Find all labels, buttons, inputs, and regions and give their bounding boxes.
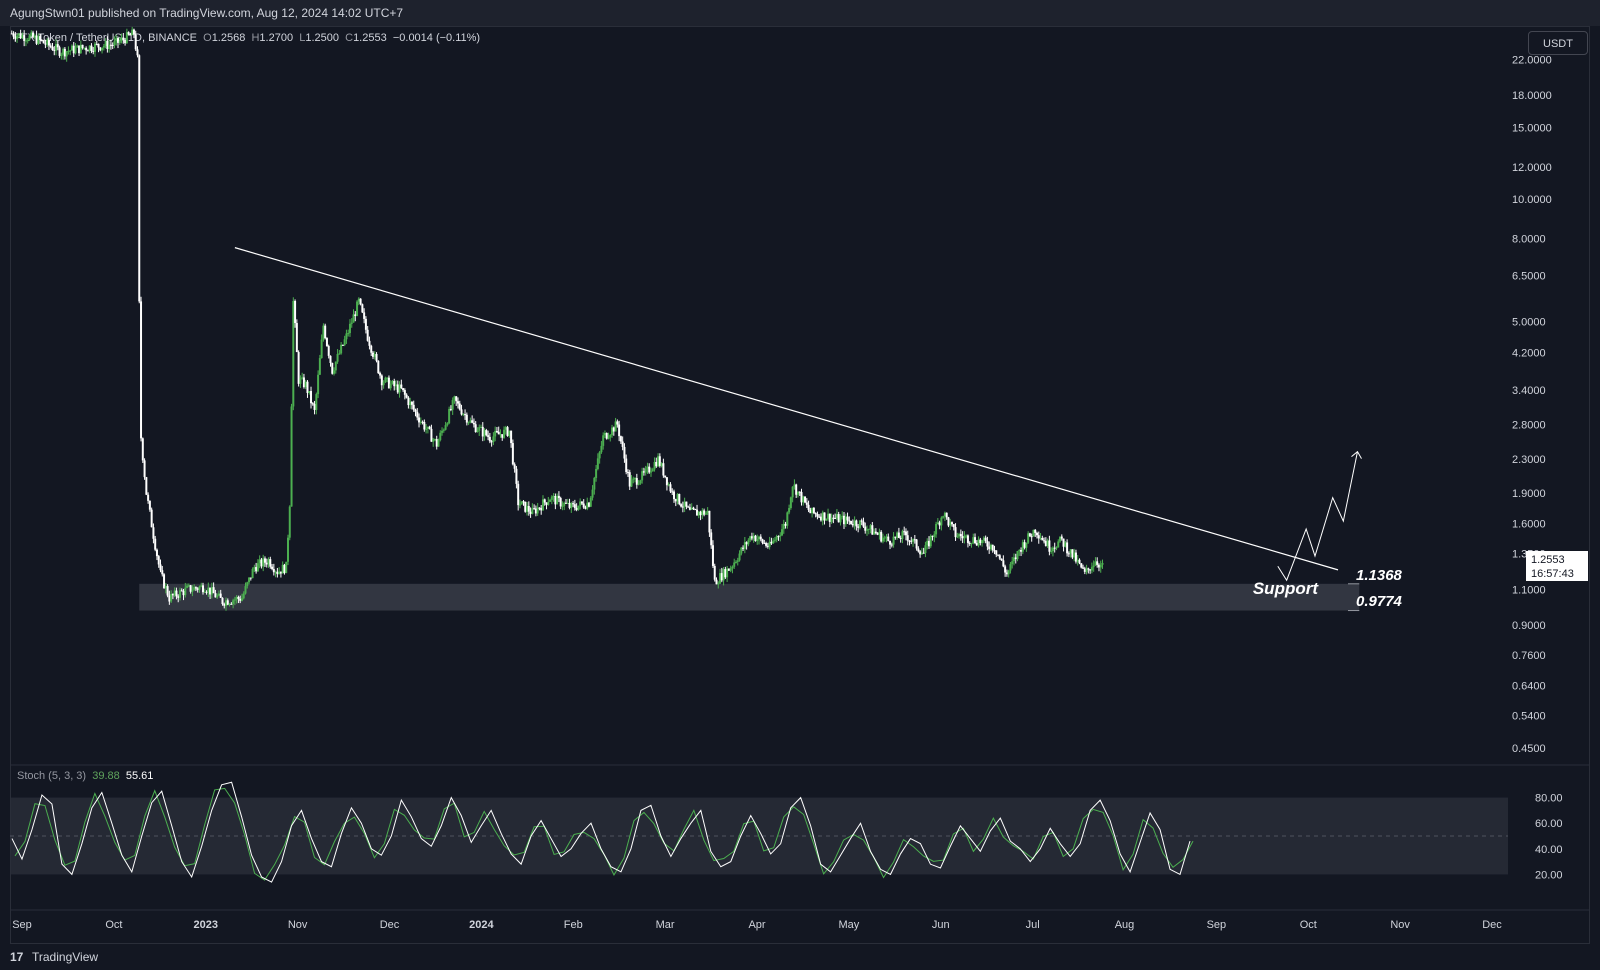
stoch-label[interactable]: Stoch (5, 3, 3) [17,770,87,782]
stoch-k-value: 39.88 [92,770,120,782]
low-value: 1.2500 [305,32,339,44]
close-value: 1.2553 [353,32,387,44]
symbol-name[interactable]: FTX Token / TetherUS, 1D, BINANCE [14,32,197,44]
stoch-d-value: 55.61 [125,770,154,782]
publisher-header: AgungStwn01 published on TradingView.com… [0,0,1600,26]
currency-button[interactable]: USDT [1528,31,1588,55]
chart-frame [10,26,1590,944]
change-value: −0.0014 (−0.11%) [392,32,481,44]
open-label: O [203,32,212,44]
high-label: H [251,32,260,44]
tradingview-logo-icon[interactable]: 17 [10,950,24,964]
high-value: 1.2700 [259,32,294,44]
stoch-legend[interactable]: Stoch (5, 3, 3) 39.88 55.61 [17,770,153,782]
open-value: 1.2568 [211,32,246,44]
publisher-text: AgungStwn01 published on TradingView.com… [10,6,404,20]
symbol-legend[interactable]: FTX Token / TetherUS, 1D, BINANCE O1.256… [14,32,480,44]
low-label: L [299,32,306,44]
brand-name[interactable]: TradingView [32,950,99,964]
footer: 17 TradingView [0,944,1600,970]
close-label: C [345,32,354,44]
